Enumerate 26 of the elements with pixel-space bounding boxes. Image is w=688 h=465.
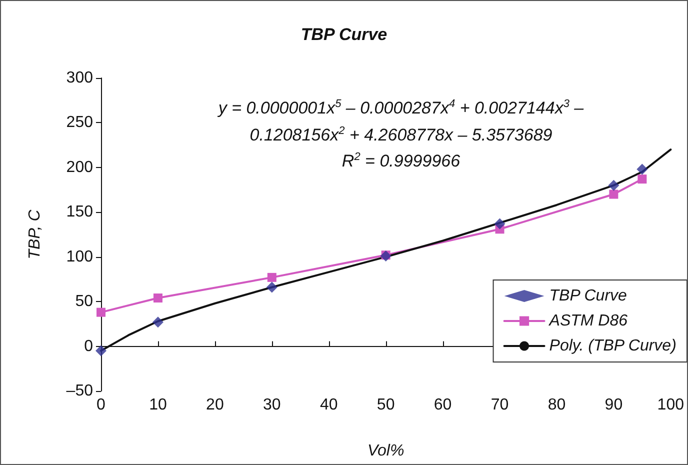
y-tick-label: 150 [66, 204, 94, 221]
text: y = 0.0000001x$^{5}$ – 0.0000287x$^{4}$ + 0.0027144x$^{3}$ – 0.1208156x$^{2}$ + 4.2608778x – 5.3573689 R$^{2}$ = 0.9999966 [218, 98, 584, 171]
legend-label: Poly. (TBP Curve) [549, 338, 676, 354]
x-tick-label: 90 [604, 396, 623, 414]
y-tick-label: 200 [66, 158, 94, 176]
y-tick-label: 250 [66, 114, 94, 132]
x-tick-label: 30 [262, 396, 281, 414]
y-tick-label: 300 [66, 70, 94, 86]
x-tick-label: 100 [657, 396, 684, 414]
legend-label: ASTM D86 [548, 312, 628, 330]
x-tick-label: 70 [490, 396, 509, 414]
x-tick-label: 40 [320, 396, 338, 414]
legend-label: TBP Curve [549, 288, 628, 304]
y-tick-label: 0 [84, 338, 94, 355]
x-tick-label: 0 [96, 396, 106, 414]
y-tick-label: –50 [66, 382, 94, 400]
y-tick-label: 50 [75, 293, 94, 310]
x-axis-title: Vol% [367, 442, 404, 460]
x-tick-label: 20 [206, 396, 224, 414]
x-tick-label: 60 [434, 396, 452, 414]
y-axis-title: TBP, C [26, 209, 44, 260]
x-tick-label: 50 [376, 396, 395, 414]
x-tick-label: 10 [149, 396, 167, 414]
x-tick-label: 80 [548, 396, 566, 414]
y-tick-label: 100 [66, 248, 94, 266]
chart-title: TBP Curve [300, 25, 388, 44]
